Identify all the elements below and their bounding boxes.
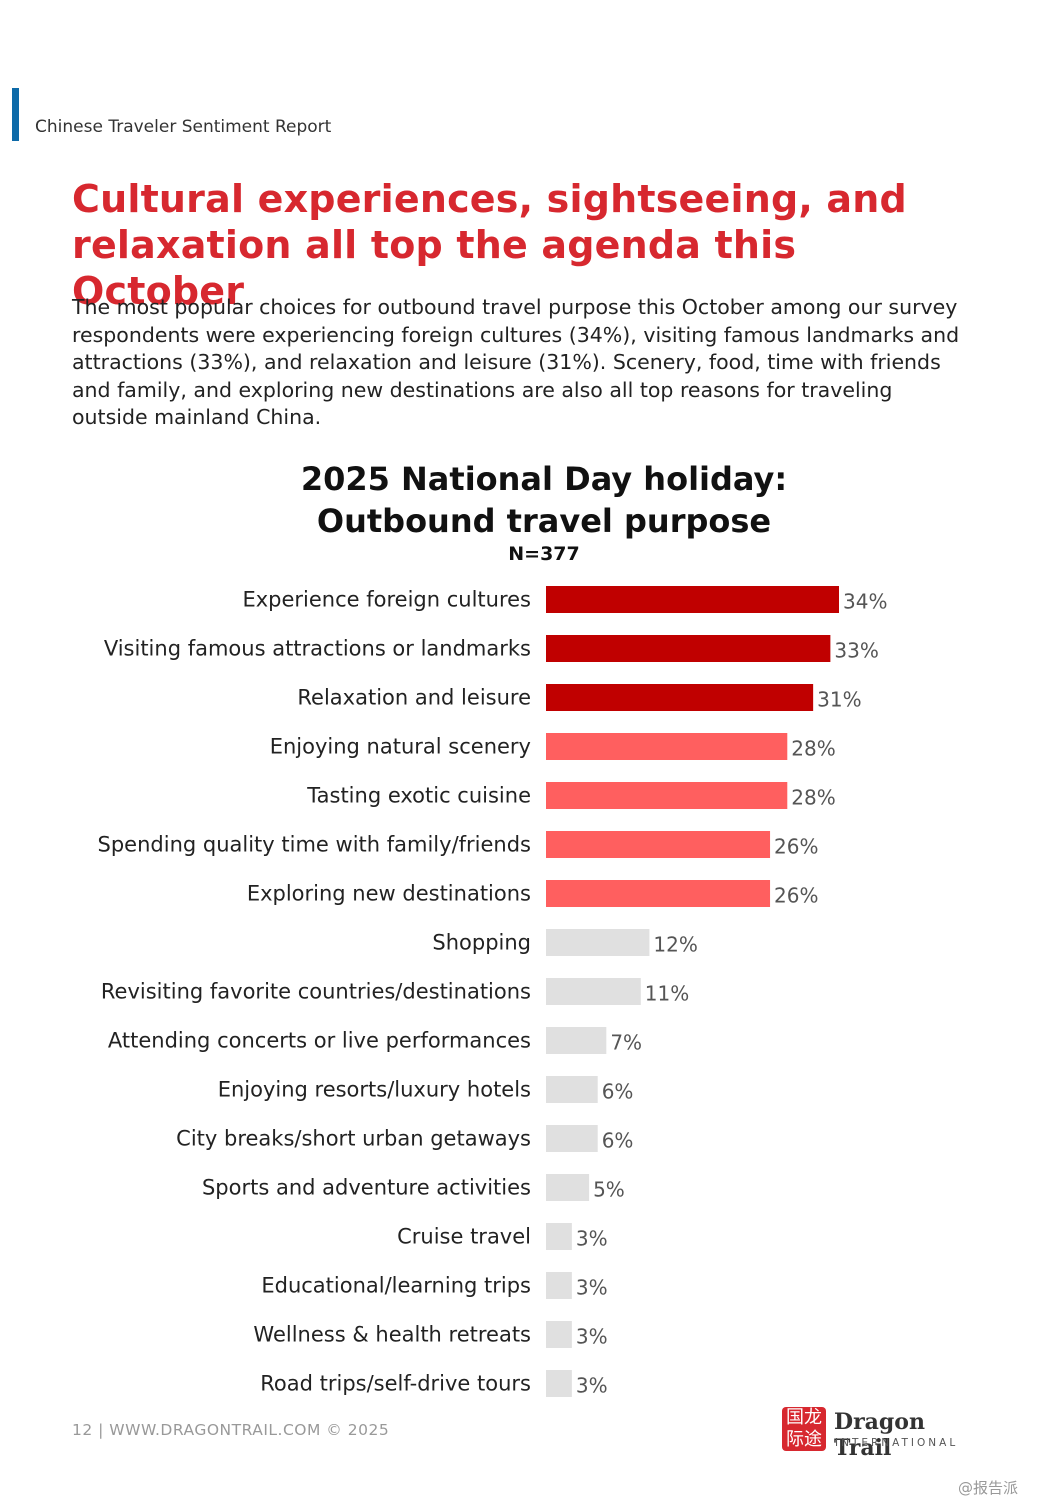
value-label: 28% [791, 786, 835, 810]
category-label: Relaxation and leisure [297, 686, 531, 710]
value-label: 26% [774, 835, 818, 859]
chart-title-line-1: 2025 National Day holiday: [300, 460, 788, 498]
category-label: Spending quality time with family/friend… [98, 833, 531, 857]
category-label: Enjoying natural scenery [270, 735, 531, 759]
bar [546, 880, 771, 907]
value-label: 5% [593, 1178, 625, 1202]
logo-subtitle: INTERNATIONAL [835, 1437, 959, 1449]
category-label: Shopping [432, 931, 531, 955]
value-label: 12% [653, 933, 697, 957]
bar [546, 1370, 572, 1397]
chart-sample-size: N=377 [508, 543, 580, 565]
category-label: Wellness & health retreats [253, 1323, 531, 1347]
page-headline: Cultural experiences, sightseeing, and r… [72, 176, 972, 314]
bar [546, 978, 641, 1005]
bar [546, 684, 814, 711]
bar [546, 782, 788, 809]
bar [546, 1027, 607, 1054]
value-label: 6% [602, 1129, 634, 1153]
category-label: Tasting exotic cuisine [306, 784, 531, 808]
category-label: Revisiting favorite countries/destinatio… [101, 980, 531, 1004]
category-label: City breaks/short urban getaways [176, 1127, 531, 1151]
chart-title: 2025 National Day holiday: Outbound trav… [0, 458, 1038, 542]
value-label: 3% [576, 1227, 608, 1251]
value-label: 6% [602, 1080, 634, 1104]
category-label: Educational/learning trips [261, 1274, 531, 1298]
value-label: 26% [774, 884, 818, 908]
value-label: 28% [791, 737, 835, 761]
category-label: Experience foreign cultures [242, 588, 531, 612]
bar [546, 1174, 590, 1201]
logo-seal-icon: 国龙 际途 [782, 1407, 826, 1451]
value-label: 7% [610, 1031, 642, 1055]
watermark: @报告派 [958, 1479, 1019, 1497]
bar [546, 1272, 572, 1299]
category-label: Attending concerts or live performances [108, 1029, 531, 1053]
intro-paragraph: The most popular choices for outbound tr… [72, 295, 960, 429]
bar [546, 1125, 598, 1152]
footer-text: 12 | WWW.DRAGONTRAIL.COM © 2025 [72, 1421, 390, 1439]
bar [546, 831, 771, 858]
category-label: Exploring new destinations [247, 882, 531, 906]
headline-line-1: Cultural experiences, sightseeing, and [72, 177, 907, 221]
logo-name: Dragon Trail [834, 1409, 925, 1461]
bar [546, 733, 788, 760]
category-label: Road trips/self-drive tours [260, 1372, 531, 1396]
value-label: 33% [834, 639, 878, 663]
category-label: Enjoying resorts/luxury hotels [218, 1078, 531, 1102]
value-label: 31% [817, 688, 861, 712]
report-title: Chinese Traveler Sentiment Report [35, 117, 332, 137]
bar [546, 586, 839, 613]
category-label: Sports and adventure activities [202, 1176, 531, 1200]
bar [546, 1076, 598, 1103]
chart-title-line-2: Outbound travel purpose [316, 502, 772, 540]
dragon-trail-logo: 国龙 际途 Dragon Trail INTERNATIONAL [782, 1405, 972, 1461]
value-label: 34% [843, 590, 887, 614]
value-label: 3% [576, 1325, 608, 1349]
accent-bar [12, 88, 19, 141]
bar [546, 929, 650, 956]
value-label: 3% [576, 1374, 608, 1398]
headline-line-2: relaxation all top the agenda this Octob… [72, 223, 797, 313]
bar [546, 1321, 572, 1348]
bar [546, 1223, 572, 1250]
value-label: 3% [576, 1276, 608, 1300]
value-label: 11% [645, 982, 689, 1006]
category-label: Cruise travel [397, 1225, 531, 1249]
bar [546, 635, 831, 662]
category-label: Visiting famous attractions or landmarks [104, 637, 531, 661]
